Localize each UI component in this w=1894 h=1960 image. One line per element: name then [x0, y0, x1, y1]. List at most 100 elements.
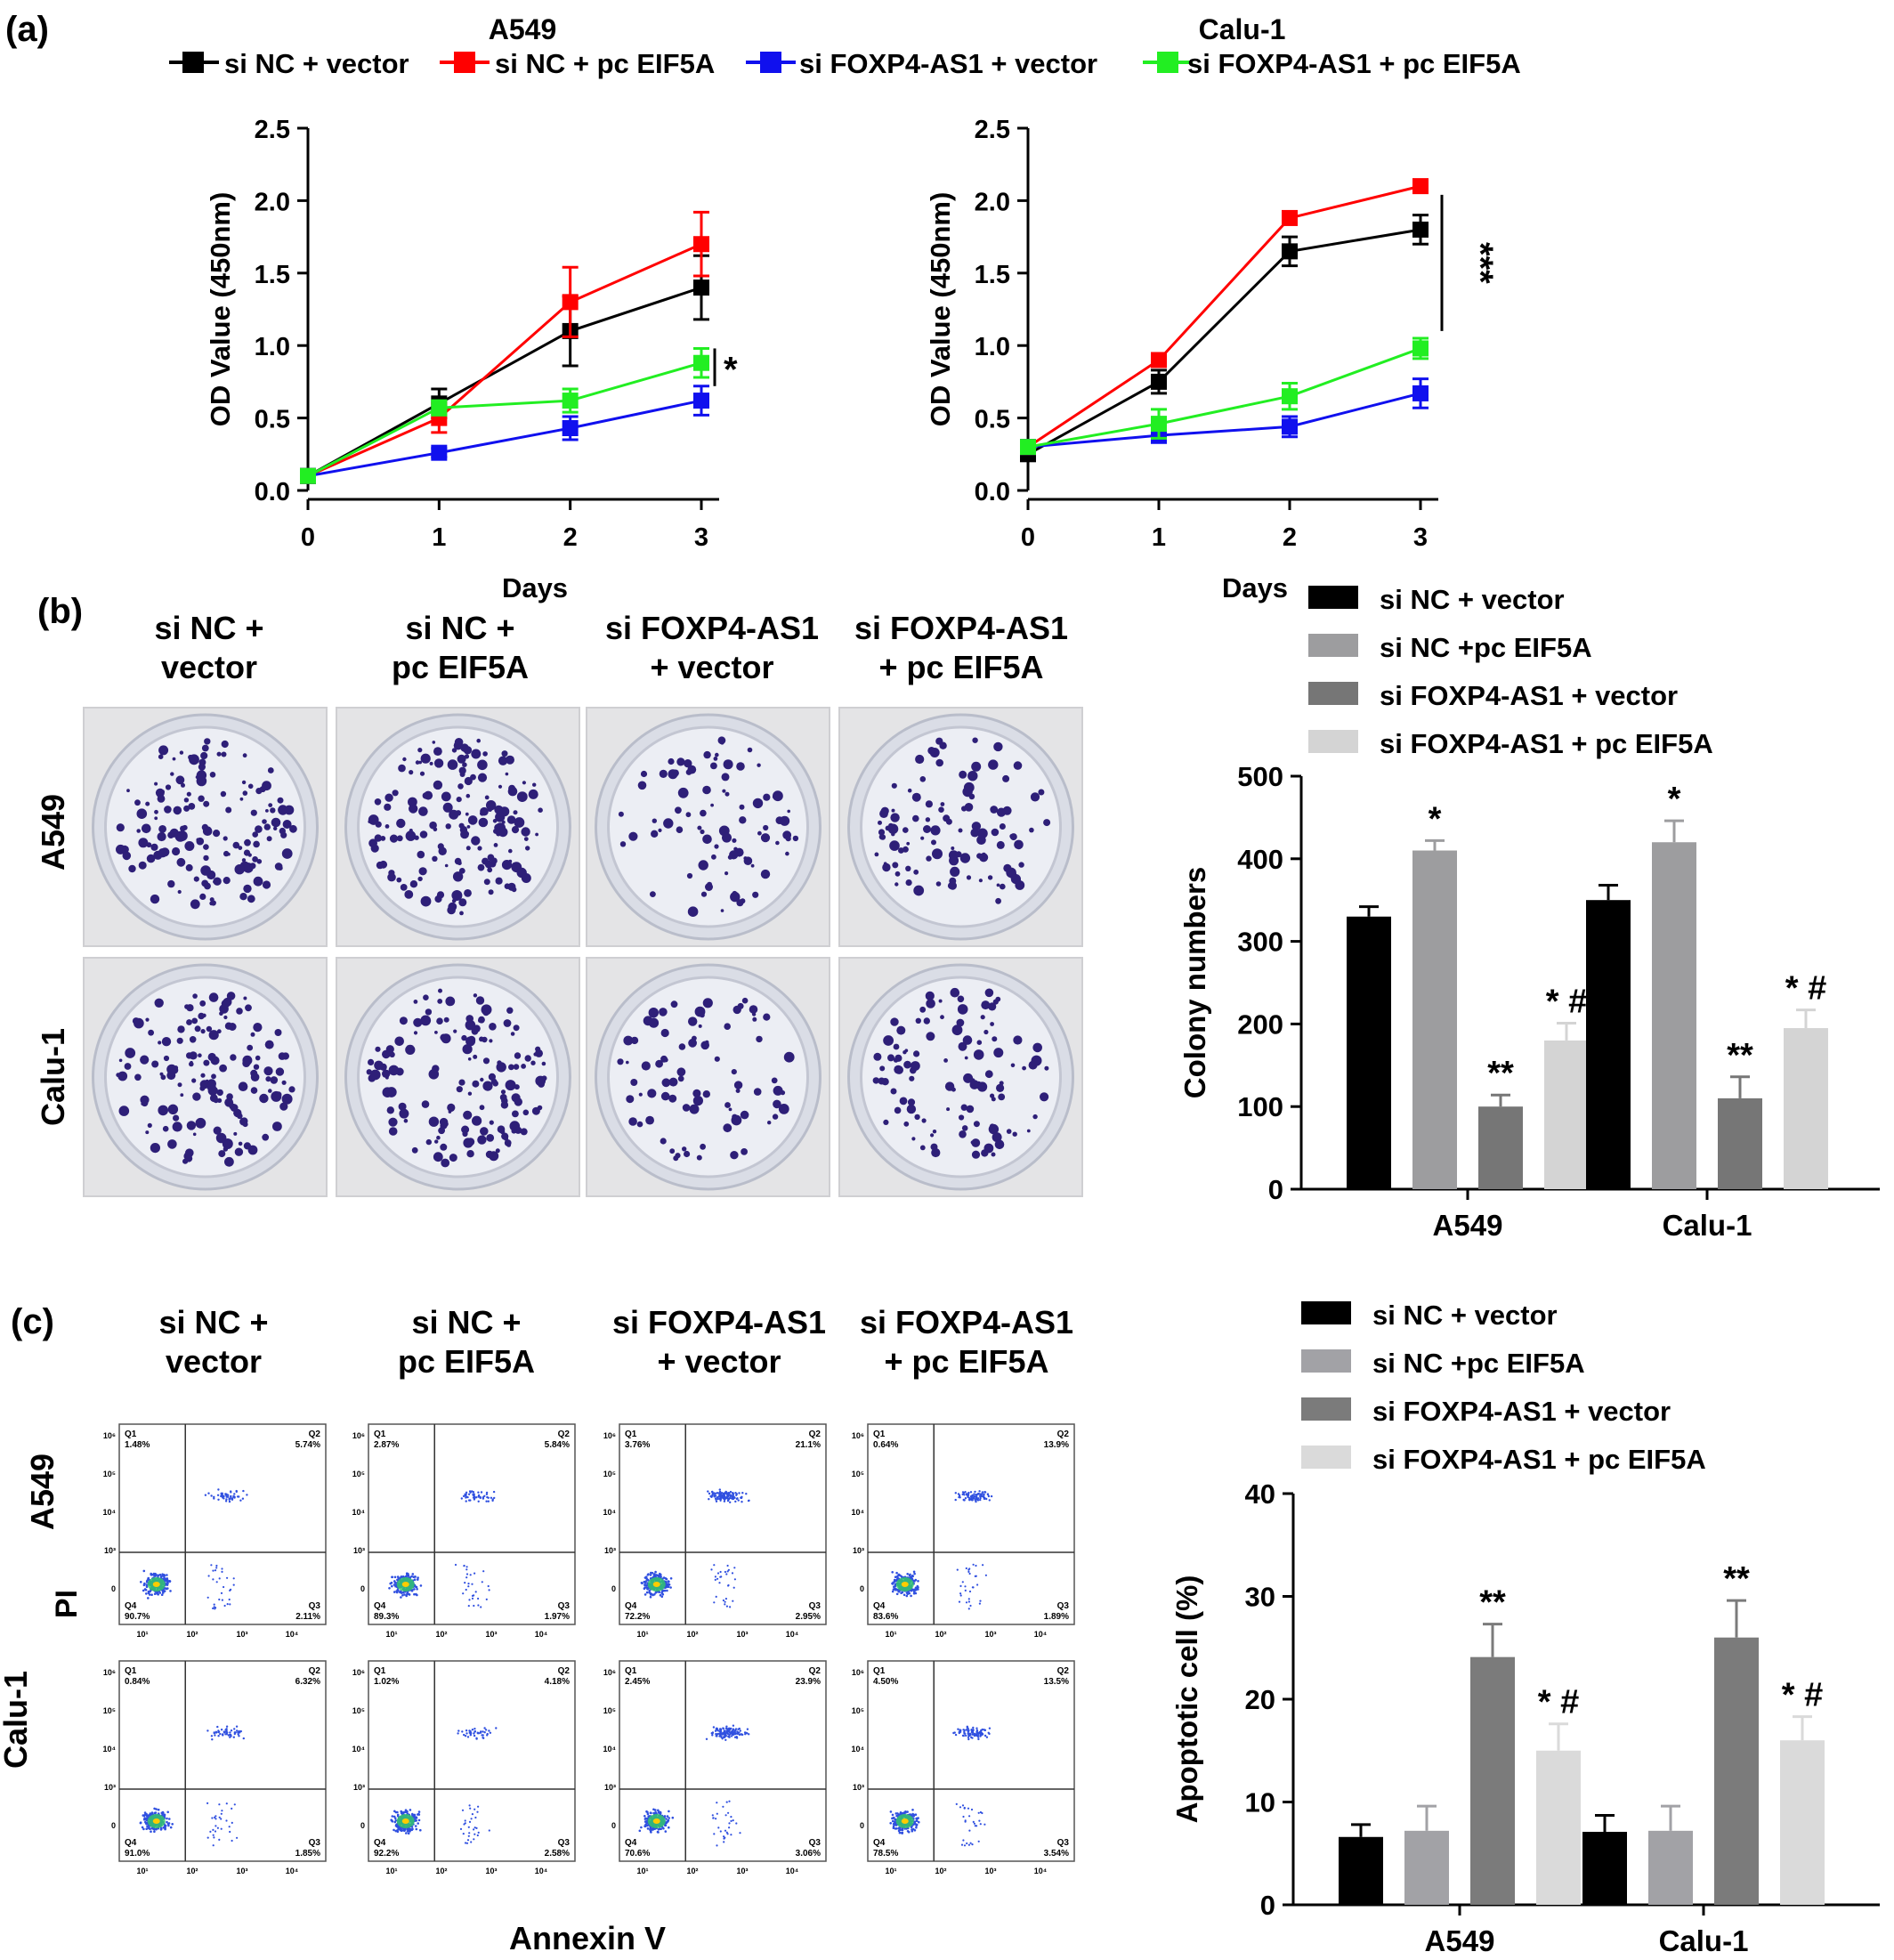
- flow-event: [474, 1808, 476, 1810]
- data-point: [431, 400, 448, 417]
- flow-event: [216, 1725, 219, 1729]
- flow-event: [972, 1820, 975, 1823]
- colony: [442, 802, 453, 813]
- flow-event: [215, 1564, 218, 1567]
- flow-event: [221, 1599, 223, 1601]
- flow-event: [900, 1828, 903, 1831]
- colony: [200, 1073, 206, 1078]
- flow-row-a549: A549: [24, 1454, 61, 1530]
- flow-row-calu1: Calu-1: [0, 1671, 34, 1769]
- colony: [628, 1117, 637, 1126]
- y-tick-label: 0: [1268, 1174, 1283, 1205]
- flow-event: [644, 1823, 647, 1826]
- colony: [907, 788, 912, 793]
- colony: [885, 1037, 891, 1043]
- colony: [993, 1048, 1004, 1058]
- flow-event: [162, 1591, 165, 1594]
- colony: [243, 1142, 251, 1150]
- colony: [394, 1036, 405, 1047]
- flow-event: [974, 1825, 976, 1827]
- legend-swatch: [1308, 682, 1358, 705]
- flow-event: [464, 1582, 466, 1584]
- colony: [513, 1064, 520, 1070]
- colony: [207, 1052, 216, 1062]
- colony: [213, 879, 216, 884]
- q1-value: 3.76%: [625, 1440, 650, 1450]
- colony: [425, 1138, 432, 1146]
- flow-plot-frame: [368, 1660, 576, 1862]
- dish-inner: [607, 725, 809, 928]
- colony: [376, 861, 384, 870]
- colony: [463, 1138, 474, 1148]
- flow-tick-y: 10⁴: [852, 1508, 864, 1517]
- flow-event: [239, 1499, 242, 1502]
- q2-label: Q2: [809, 1430, 822, 1439]
- flow-col-3-line2: + vector: [657, 1343, 781, 1380]
- flow-event: [707, 1490, 709, 1493]
- flow-event: [972, 1563, 975, 1566]
- colony: [521, 1064, 526, 1069]
- flow-event: [417, 1810, 421, 1813]
- flow-event: [718, 1488, 721, 1491]
- flow-event: [469, 1807, 472, 1810]
- flow-event: [958, 1495, 960, 1499]
- flow-event: [405, 1832, 408, 1834]
- colony: [451, 748, 457, 753]
- category-label: A549: [1425, 1924, 1495, 1957]
- data-point: [1151, 416, 1167, 433]
- flow-event: [722, 1599, 725, 1602]
- flow-event: [229, 1603, 231, 1606]
- flow-tick-x: 10³: [236, 1630, 247, 1639]
- colony: [923, 825, 931, 833]
- colony: [399, 1108, 409, 1119]
- colony: [444, 863, 449, 868]
- colony: [451, 890, 463, 901]
- flow-event: [166, 1587, 169, 1590]
- colony: [146, 854, 156, 863]
- flow-event: [977, 1840, 980, 1843]
- flow-event: [416, 1588, 418, 1591]
- flow-tick-x: 10⁴: [535, 1867, 547, 1875]
- flow-event: [415, 1817, 418, 1819]
- flow-event: [983, 1823, 986, 1826]
- flow-event: [653, 1593, 656, 1596]
- flow-tick-y: 10⁴: [603, 1745, 616, 1753]
- colony: [405, 1044, 416, 1055]
- colony: [711, 854, 716, 860]
- flow-event: [916, 1586, 919, 1589]
- colony: [465, 1019, 476, 1031]
- flow-event: [464, 1842, 467, 1844]
- colony: [689, 1104, 700, 1114]
- colony: [879, 809, 888, 818]
- flow-event: [214, 1816, 216, 1818]
- flow-event: [728, 1822, 731, 1825]
- flow-event: [232, 1577, 235, 1580]
- flow-tick-x: 10³: [984, 1867, 996, 1875]
- colony: [221, 999, 231, 1008]
- flow-event: [477, 1604, 480, 1607]
- colony: [183, 805, 190, 812]
- flow-event: [403, 1810, 407, 1814]
- colony: [459, 911, 464, 916]
- flow-event: [720, 1735, 723, 1738]
- flow-event: [465, 1588, 467, 1591]
- flow-tick-y: 10³: [353, 1783, 365, 1792]
- flow-event: [733, 1731, 735, 1735]
- colony-row-a549: A549: [35, 794, 71, 871]
- colony: [437, 999, 443, 1004]
- colony: [893, 1057, 899, 1063]
- flow-event: [894, 1575, 897, 1578]
- colony: [438, 1127, 445, 1135]
- flow-tick-y: 10⁴: [352, 1508, 365, 1517]
- colony: [772, 1114, 779, 1120]
- colony: [382, 1069, 391, 1079]
- flow-event: [230, 1729, 233, 1732]
- flow-event: [719, 1496, 722, 1499]
- colony: [172, 1122, 182, 1132]
- colony: [434, 1139, 439, 1144]
- colony: [161, 1037, 172, 1047]
- flow-event: [393, 1580, 396, 1583]
- colony: [912, 814, 919, 822]
- colony: [191, 1078, 197, 1083]
- x-axis-label: Days: [502, 572, 568, 603]
